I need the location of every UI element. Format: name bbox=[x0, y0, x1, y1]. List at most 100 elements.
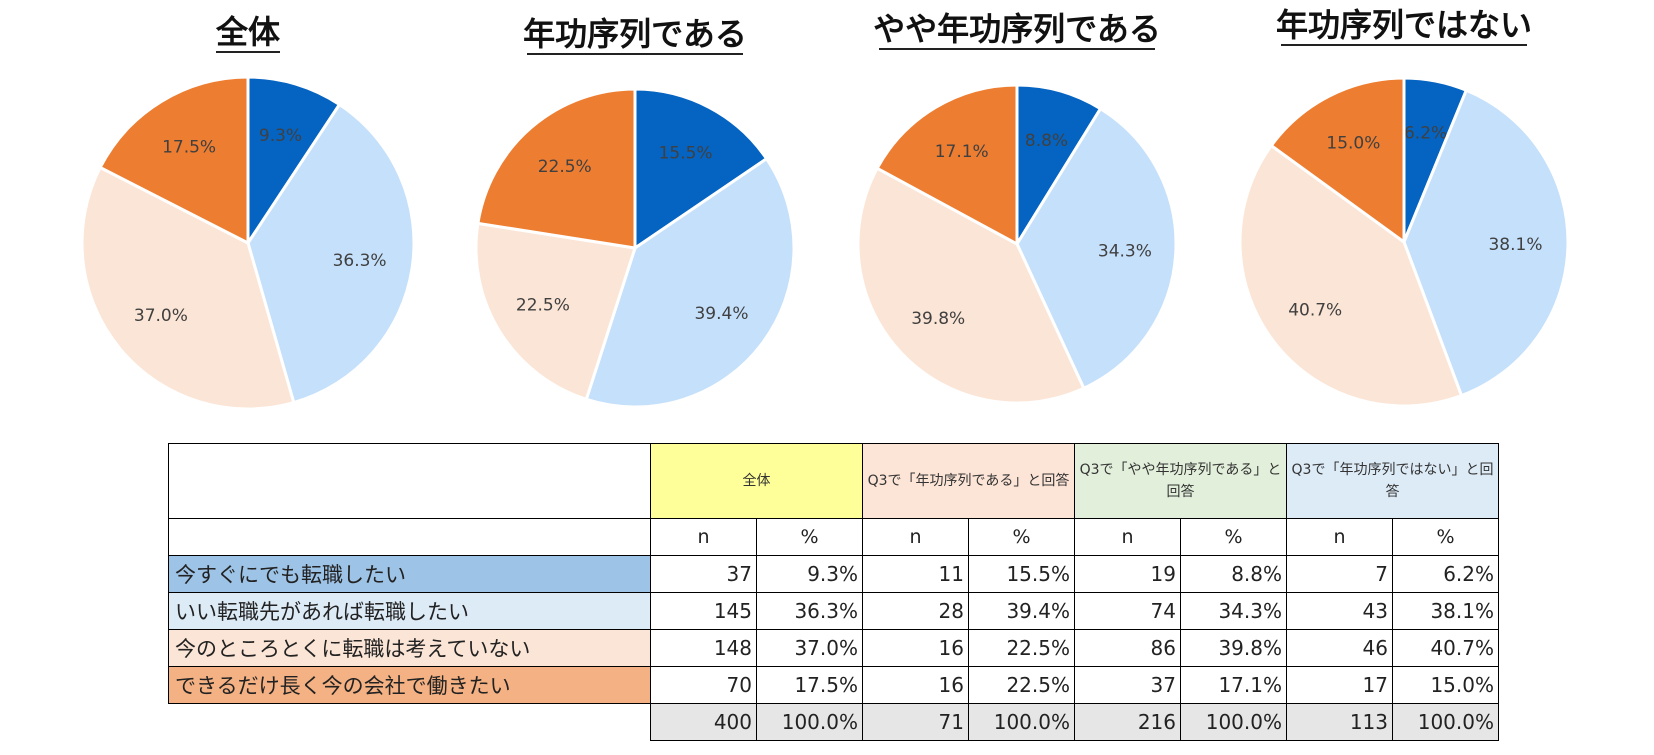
total-row: 400 100.0% 71 100.0% 216 100.0% 113 100.0% bbox=[169, 703, 1499, 741]
pie-slice bbox=[1402, 88, 1570, 398]
chart-title: やや年功序列である bbox=[873, 10, 1161, 48]
table-row: いい転職先があれば転職したい 145 36.3% 28 39.4% 74 34.3% 43 38… bbox=[168, 592, 1499, 630]
row-label: できるだけ長く今の会社で働きたい bbox=[168, 666, 651, 704]
pie-slice bbox=[1269, 76, 1406, 245]
row-label: いい転職先があれば転職したい bbox=[168, 592, 651, 630]
group-header-not-seniority: Q3で「年功序列ではない」と回答 bbox=[1286, 443, 1499, 519]
slice-label: 9.3% bbox=[259, 126, 302, 146]
slice-label: 40.7% bbox=[1288, 301, 1342, 321]
slice-label: 36.3% bbox=[333, 251, 387, 271]
cell-n: 70 bbox=[650, 666, 757, 704]
cell-pct: 100.0% bbox=[968, 703, 1075, 741]
slice-label: 8.8% bbox=[1025, 131, 1068, 151]
cell-n: 37 bbox=[1074, 666, 1181, 704]
cell-n: 46 bbox=[1286, 629, 1393, 667]
slice-label: 38.1% bbox=[1488, 235, 1542, 255]
table-row: 今すぐにでも転職したい 37 9.3% 11 15.5% 19 8.8% 7 6.2% bbox=[168, 555, 1499, 593]
pie-slice bbox=[1015, 106, 1178, 391]
slice-label: 17.5% bbox=[162, 138, 216, 158]
cell-n: 43 bbox=[1286, 592, 1393, 630]
slice-label: 6.2% bbox=[1404, 124, 1447, 144]
cell-n: 16 bbox=[862, 666, 969, 704]
cell-pct: 15.5% bbox=[968, 555, 1075, 593]
subheader-pct: % bbox=[1392, 518, 1499, 556]
cell-n: 37 bbox=[650, 555, 757, 593]
slice-label: 34.3% bbox=[1098, 241, 1152, 261]
cell-pct: 22.5% bbox=[968, 629, 1075, 667]
slice-label: 15.5% bbox=[659, 144, 713, 164]
cell-pct: 100.0% bbox=[1180, 703, 1287, 741]
group-header-seniority: Q3で「年功序列である」と回答 bbox=[862, 443, 1075, 519]
cell-pct: 39.8% bbox=[1180, 629, 1287, 667]
pie-slice bbox=[856, 166, 1086, 405]
pie-slice bbox=[584, 156, 796, 409]
slice-label: 39.4% bbox=[694, 304, 748, 324]
cell-pct: 100.0% bbox=[756, 703, 863, 741]
pie-slice bbox=[875, 83, 1019, 247]
corner-cell bbox=[168, 443, 651, 519]
cell-n: 74 bbox=[1074, 592, 1181, 630]
cell-n: 145 bbox=[650, 592, 757, 630]
total-row-blank bbox=[169, 704, 651, 741]
pie-slice bbox=[633, 87, 769, 251]
pie-chart: 全体 9.3% 36.3% 37.0% 17.5% bbox=[80, 13, 416, 411]
cell-pct: 39.4% bbox=[968, 592, 1075, 630]
subheader-n: n bbox=[650, 518, 757, 556]
pie-slice bbox=[1238, 143, 1464, 408]
group-header-somewhat-seniority: Q3で「やや年功序列である」と回答 bbox=[1074, 443, 1287, 519]
cell-pct: 37.0% bbox=[756, 629, 863, 667]
pie-chart: 年功序列ではない 6.2% 38.1% 40.7% 15.0% bbox=[1238, 6, 1570, 408]
pie-slice bbox=[1015, 83, 1103, 250]
row-label: 今のところとくに転職は考えていない bbox=[168, 629, 651, 667]
pie-slice bbox=[474, 221, 637, 402]
pie-chart: 年功序列である 15.5% 39.4% 22.5% 22.5% bbox=[474, 15, 796, 409]
slice-label: 22.5% bbox=[516, 296, 570, 316]
cell-n: 71 bbox=[862, 703, 969, 741]
subheader-pct: % bbox=[756, 518, 863, 556]
cell-pct: 100.0% bbox=[1392, 703, 1499, 741]
subheader-pct: % bbox=[1180, 518, 1287, 556]
cell-n: 19 bbox=[1074, 555, 1181, 593]
pie-slice bbox=[476, 87, 637, 250]
slice-label: 37.0% bbox=[134, 306, 188, 326]
slice-label: 15.0% bbox=[1326, 134, 1380, 154]
cell-n: 216 bbox=[1074, 703, 1181, 741]
cell-pct: 6.2% bbox=[1392, 555, 1499, 593]
subheader-pct: % bbox=[968, 518, 1075, 556]
subheader-n: n bbox=[1286, 518, 1393, 556]
cell-n: 113 bbox=[1286, 703, 1393, 741]
chart-title: 年功序列ではない bbox=[1276, 6, 1532, 44]
cell-pct: 9.3% bbox=[756, 555, 863, 593]
cell-pct: 40.7% bbox=[1392, 629, 1499, 667]
group-header-all: 全体 bbox=[650, 443, 863, 519]
cell-pct: 15.0% bbox=[1392, 666, 1499, 704]
cell-n: 17 bbox=[1286, 666, 1393, 704]
table-row: 今のところとくに転職は考えていない 148 37.0% 16 22.5% 86 39.8% 4… bbox=[168, 629, 1499, 667]
slice-label: 17.1% bbox=[935, 142, 989, 162]
cell-pct: 17.1% bbox=[1180, 666, 1287, 704]
table-row: できるだけ長く今の会社で働きたい 70 17.5% 16 22.5% 37 17.1% 17 1… bbox=[168, 666, 1499, 704]
pie-chart: やや年功序列である 8.8% 34.3% 39.8% 17.1% bbox=[856, 10, 1178, 405]
pie-slice bbox=[246, 75, 342, 248]
subheader-row: n % n % n % n % bbox=[168, 518, 1499, 556]
group-header-row: 全体 Q3で「年功序列である」と回答 Q3で「やや年功序列である」と回答 Q3で… bbox=[168, 443, 1499, 519]
cell-pct: 36.3% bbox=[756, 592, 863, 630]
cell-pct: 38.1% bbox=[1392, 592, 1499, 630]
cell-n: 400 bbox=[650, 703, 757, 741]
results-table: 全体 Q3で「年功序列である」と回答 Q3で「やや年功序列である」と回答 Q3で… bbox=[168, 443, 1499, 741]
chart-title: 年功序列である bbox=[523, 15, 747, 53]
pie-charts: 全体 9.3% 36.3% 37.0% 17.5% 年功序列である 15.5% 39.4% 22… bbox=[80, 6, 1570, 411]
subheader-blank bbox=[168, 518, 651, 556]
pie-slice bbox=[246, 102, 416, 405]
cell-n: 16 bbox=[862, 629, 969, 667]
cell-pct: 17.5% bbox=[756, 666, 863, 704]
pie-slice bbox=[80, 165, 296, 411]
cell-n: 7 bbox=[1286, 555, 1393, 593]
cell-pct: 8.8% bbox=[1180, 555, 1287, 593]
cell-n: 28 bbox=[862, 592, 969, 630]
chart-title: 全体 bbox=[215, 13, 280, 51]
cell-n: 86 bbox=[1074, 629, 1181, 667]
slice-label: 39.8% bbox=[911, 309, 965, 329]
subheader-n: n bbox=[1074, 518, 1181, 556]
cell-pct: 34.3% bbox=[1180, 592, 1287, 630]
